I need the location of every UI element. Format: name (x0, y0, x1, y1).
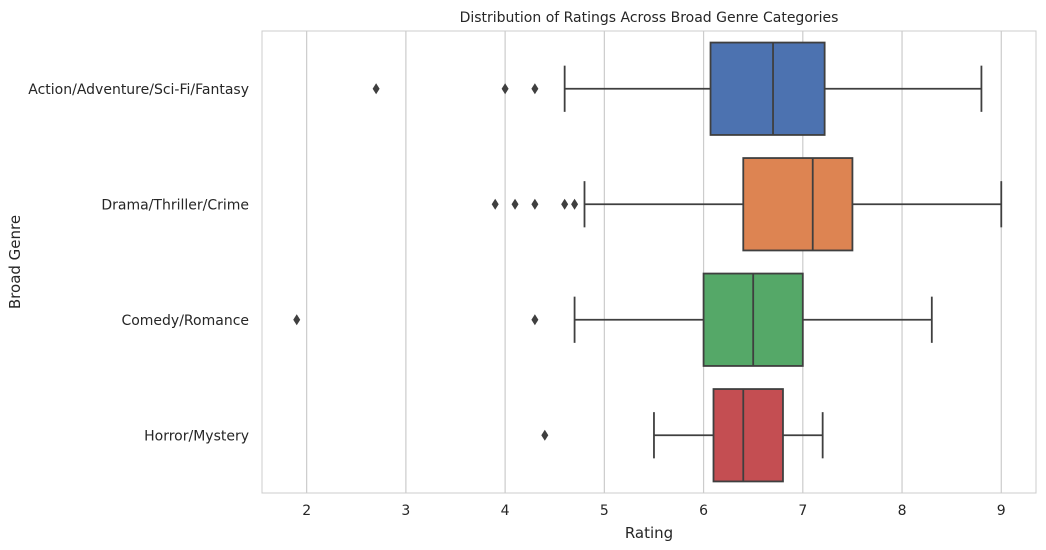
box-iqr (712, 388, 784, 483)
box-iqr (709, 41, 826, 136)
y-axis-label: Broad Genre (6, 215, 24, 309)
x-axis-label: Rating (625, 524, 673, 542)
outlier-marker (531, 198, 539, 210)
x-tick-label: 4 (501, 503, 510, 519)
chart-title: Distribution of Ratings Across Broad Gen… (460, 10, 839, 26)
y-tick-label: Action/Adventure/Sci-Fi/Fantasy (28, 82, 249, 98)
box-group (372, 41, 983, 136)
outlier-marker (501, 83, 509, 95)
x-tick-label: 7 (798, 503, 807, 519)
y-tick-labels: Action/Adventure/Sci-Fi/Fantasy Drama/Thr… (28, 82, 249, 445)
x-tick-label: 9 (997, 503, 1006, 519)
box-group (293, 272, 933, 367)
outlier-marker (491, 198, 499, 210)
outlier-marker (531, 314, 539, 326)
outlier-marker (571, 198, 579, 210)
x-tick-label: 8 (898, 503, 907, 519)
y-tick-label: Comedy/Romance (121, 313, 249, 329)
x-tick-label: 3 (401, 503, 410, 519)
box-group (491, 157, 1003, 252)
box-series (293, 41, 1003, 483)
y-tick-label: Drama/Thriller/Crime (101, 197, 249, 213)
x-tick-label: 5 (600, 503, 609, 519)
outlier-marker (511, 198, 519, 210)
box-group (541, 388, 824, 483)
x-tick-labels: 2 3 4 5 6 7 8 9 (302, 503, 1006, 519)
outlier-marker (561, 198, 569, 210)
x-tick-label: 2 (302, 503, 311, 519)
outlier-marker (531, 83, 539, 95)
plot-frame (261, 30, 1037, 494)
x-tick-label: 6 (699, 503, 708, 519)
box-iqr (742, 157, 854, 252)
y-tick-label: Horror/Mystery (144, 428, 249, 444)
outlier-marker (372, 83, 380, 95)
outlier-marker (541, 429, 549, 441)
outlier-marker (293, 314, 301, 326)
